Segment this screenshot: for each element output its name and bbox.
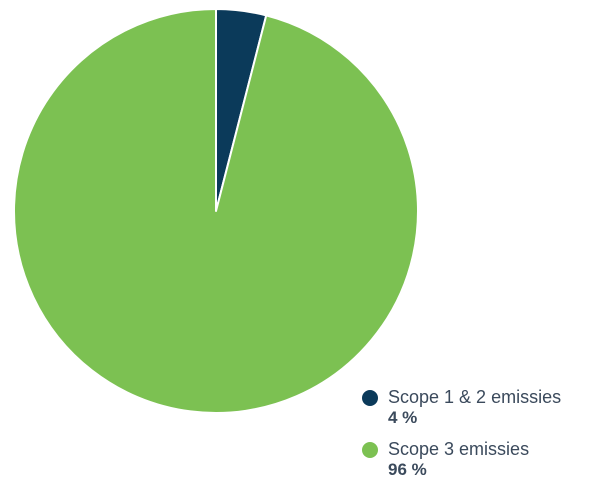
legend-value: 96 % [388,460,427,479]
legend-swatch-scope-3 [362,442,378,458]
legend-label: Scope 3 emissies [388,439,530,459]
legend-item-scope-3: Scope 3 emissies 96 % [362,438,600,490]
legend-swatch-scope-1-2 [362,390,378,406]
legend-label: Scope 1 & 2 emissies [388,387,562,407]
legend-item-scope-1-2: Scope 1 & 2 emissies 4 % [362,386,600,438]
legend-value: 4 % [388,408,418,427]
legend: Scope 1 & 2 emissies 4 % Scope 3 emissie… [362,386,600,490]
pie-slice-scope-3 [13,8,419,414]
